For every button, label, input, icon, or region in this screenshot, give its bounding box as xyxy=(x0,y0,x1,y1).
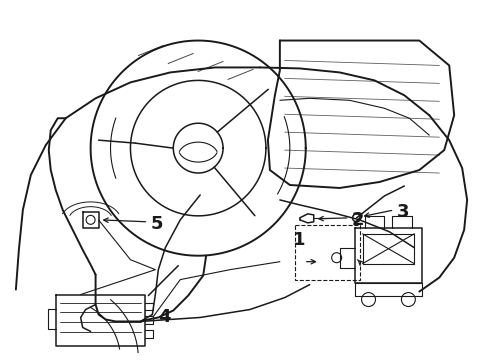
Text: 1: 1 xyxy=(293,231,305,249)
Text: 2: 2 xyxy=(352,211,364,229)
Text: 4: 4 xyxy=(158,309,171,327)
Bar xyxy=(295,225,360,280)
Text: 3: 3 xyxy=(396,203,409,221)
Text: 5: 5 xyxy=(150,215,163,233)
